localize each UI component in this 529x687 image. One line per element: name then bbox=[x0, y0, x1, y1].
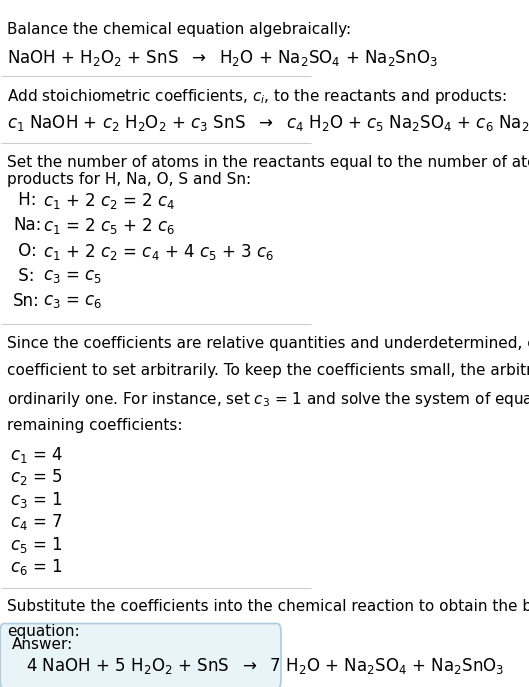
Text: H:: H: bbox=[13, 191, 37, 209]
Text: remaining coefficients:: remaining coefficients: bbox=[7, 418, 183, 433]
Text: $c_1$ + 2 $c_2$ = 2 $c_4$: $c_1$ + 2 $c_2$ = 2 $c_4$ bbox=[43, 191, 176, 211]
Text: Substitute the coefficients into the chemical reaction to obtain the balanced: Substitute the coefficients into the che… bbox=[7, 599, 529, 614]
Text: $c_3$ = 1: $c_3$ = 1 bbox=[10, 490, 63, 510]
Text: $c_3$ = $c_6$: $c_3$ = $c_6$ bbox=[43, 292, 102, 310]
Text: $c_1$ = 4: $c_1$ = 4 bbox=[10, 444, 63, 465]
Text: Balance the chemical equation algebraically:: Balance the chemical equation algebraica… bbox=[7, 22, 351, 37]
Text: ordinarily one. For instance, set $c_3$ = 1 and solve the system of equations fo: ordinarily one. For instance, set $c_3$ … bbox=[7, 390, 529, 409]
Text: O:: O: bbox=[13, 242, 37, 260]
Text: $c_2$ = 5: $c_2$ = 5 bbox=[10, 467, 63, 487]
Text: $c_1$ NaOH + $c_2$ H$_2$O$_2$ + $c_3$ SnS  $\rightarrow$  $c_4$ H$_2$O + $c_5$ N: $c_1$ NaOH + $c_2$ H$_2$O$_2$ + $c_3$ Sn… bbox=[7, 113, 529, 133]
Text: $c_1$ = 2 $c_5$ + 2 $c_6$: $c_1$ = 2 $c_5$ + 2 $c_6$ bbox=[43, 216, 175, 236]
Text: equation:: equation: bbox=[7, 624, 80, 639]
Text: NaOH + H$_2$O$_2$ + SnS  $\rightarrow$  H$_2$O + Na$_2$SO$_4$ + Na$_2$SnO$_3$: NaOH + H$_2$O$_2$ + SnS $\rightarrow$ H$… bbox=[7, 48, 438, 68]
Text: $c_4$ = 7: $c_4$ = 7 bbox=[10, 513, 63, 532]
Text: 4 NaOH + 5 H$_2$O$_2$ + SnS  $\rightarrow$  7 H$_2$O + Na$_2$SO$_4$ + Na$_2$SnO$: 4 NaOH + 5 H$_2$O$_2$ + SnS $\rightarrow… bbox=[26, 655, 504, 675]
Text: Na:: Na: bbox=[13, 216, 42, 234]
Text: $c_1$ + 2 $c_2$ = $c_4$ + 4 $c_5$ + 3 $c_6$: $c_1$ + 2 $c_2$ = $c_4$ + 4 $c_5$ + 3 $c… bbox=[43, 242, 274, 262]
Text: $c_5$ = 1: $c_5$ = 1 bbox=[10, 535, 63, 555]
Text: $c_6$ = 1: $c_6$ = 1 bbox=[10, 557, 63, 577]
Text: Since the coefficients are relative quantities and underdetermined, choose a: Since the coefficients are relative quan… bbox=[7, 336, 529, 350]
FancyBboxPatch shape bbox=[0, 624, 281, 687]
Text: products for H, Na, O, S and Sn:: products for H, Na, O, S and Sn: bbox=[7, 172, 251, 187]
Text: Set the number of atoms in the reactants equal to the number of atoms in the: Set the number of atoms in the reactants… bbox=[7, 155, 529, 170]
Text: $c_3$ = $c_5$: $c_3$ = $c_5$ bbox=[43, 267, 102, 284]
Text: S:: S: bbox=[13, 267, 35, 284]
Text: Answer:: Answer: bbox=[12, 638, 73, 652]
Text: Sn:: Sn: bbox=[13, 292, 40, 310]
Text: Add stoichiometric coefficients, $c_i$, to the reactants and products:: Add stoichiometric coefficients, $c_i$, … bbox=[7, 87, 507, 106]
Text: coefficient to set arbitrarily. To keep the coefficients small, the arbitrary va: coefficient to set arbitrarily. To keep … bbox=[7, 363, 529, 378]
